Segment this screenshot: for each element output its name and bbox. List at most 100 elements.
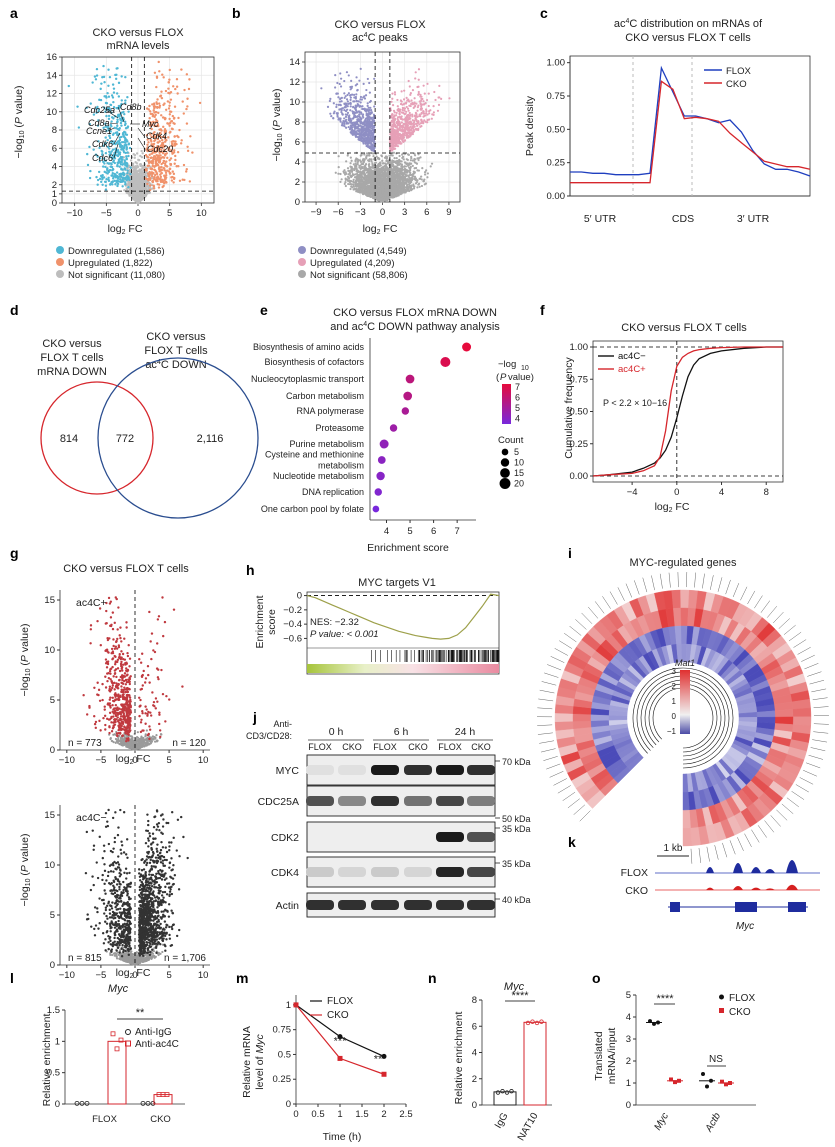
b-point-ns: [380, 169, 384, 173]
panel-label-j: j: [252, 709, 257, 725]
b-point-ns: [394, 167, 397, 170]
b-point-ns: [404, 191, 407, 194]
a-point-down: [123, 112, 126, 116]
b-point-ns: [382, 189, 385, 192]
a-point-down: [118, 178, 122, 181]
a-point-up: [176, 92, 179, 95]
a-point-down: [104, 188, 108, 191]
a-point-down: [123, 120, 127, 123]
a-point-up: [170, 127, 174, 130]
a-legend-swatch: [56, 270, 64, 278]
a-point-up: [172, 181, 175, 184]
b-point-ns: [397, 173, 400, 176]
b-point-ns: [390, 178, 393, 181]
a-point-down: [110, 120, 113, 123]
a-point-up: [173, 105, 177, 108]
a-point-up: [154, 113, 157, 117]
b-point-ns: [386, 175, 389, 178]
a-point-up: [173, 122, 176, 125]
a-point-ns: [143, 165, 146, 169]
b-point-ns: [391, 154, 394, 157]
a-point-ns: [127, 164, 131, 168]
a-point-up: [185, 168, 188, 171]
a-point-up: [185, 170, 188, 173]
b-point-ns: [407, 153, 411, 156]
b-point-ns: [364, 178, 367, 181]
b-point-ns: [367, 187, 370, 190]
a-point-down: [121, 133, 125, 136]
a-point-up: [168, 167, 172, 171]
a-point-down: [123, 123, 127, 127]
a-point-up: [162, 167, 165, 170]
a-point-down: [101, 183, 104, 186]
a-point-up: [181, 178, 184, 181]
a-point-down: [107, 179, 111, 183]
a-point-up: [164, 171, 168, 175]
b-point-ns: [410, 173, 413, 176]
b-point-ns: [361, 162, 364, 165]
a-point-up: [165, 165, 169, 168]
a-point-up: [167, 87, 170, 90]
a-point-up: [169, 163, 173, 167]
b-point-ns: [357, 183, 360, 187]
a-point-down: [108, 75, 112, 79]
a-point-down: [119, 121, 123, 125]
a-point-down: [115, 92, 119, 95]
a-gene-leader: [137, 127, 145, 137]
a-gene-label: Cdk4: [146, 131, 167, 141]
a-point-up: [145, 107, 149, 110]
a-point-down: [129, 166, 132, 169]
b-point-ns: [382, 162, 385, 165]
b-point-ns: [404, 165, 408, 168]
b-point-ns: [352, 173, 355, 177]
b-xtick-label: 3: [402, 207, 407, 218]
a-point-down: [126, 169, 129, 172]
a-point-down: [111, 172, 114, 175]
b-xtick-label: −9: [311, 207, 322, 218]
b-ytick-label: 10: [289, 97, 300, 108]
a-point-down: [111, 133, 115, 136]
b-point-ns: [347, 169, 350, 172]
a-point-down: [111, 183, 114, 186]
b-point-ns: [388, 189, 391, 192]
b-point-ns: [346, 178, 349, 181]
a-point-ns: [140, 149, 143, 153]
a-point-down: [126, 95, 129, 99]
a-point-ns: [140, 194, 143, 198]
a-point-up: [168, 78, 171, 81]
a-point-up: [153, 71, 157, 74]
a-ytick-label: 2: [52, 180, 57, 191]
b-point-ns: [369, 187, 372, 190]
a-point-up: [171, 114, 175, 118]
a-point-down: [112, 100, 115, 104]
a-point-up: [153, 169, 157, 172]
b-point-ns: [365, 154, 368, 157]
b-point-ns: [393, 156, 396, 160]
a-point-down: [122, 149, 125, 152]
panel-b: CKO versus FLOX ac4C peaks −9 −6 −3 0 3 6 9024…: [271, 19, 461, 281]
b-point-ns: [380, 185, 383, 189]
b-point-ns: [423, 173, 427, 176]
b-point-ns: [383, 169, 387, 172]
a-point-up: [148, 184, 152, 187]
a-point-up: [156, 164, 160, 167]
a-point-up: [160, 171, 163, 175]
a-point-ns: [139, 163, 143, 166]
a-point-down: [89, 169, 92, 173]
panel-label-g: g: [10, 545, 19, 561]
a-point-down: [111, 180, 114, 183]
b-point-down: [358, 113, 361, 116]
a-point-up: [188, 180, 192, 183]
b-point-ns: [395, 156, 398, 160]
a-point-down: [94, 78, 98, 81]
a-point-down: [96, 178, 100, 182]
panel-label-e: e: [260, 302, 268, 318]
a-point-down: [125, 158, 128, 161]
b-point-ns: [387, 191, 390, 195]
a-point-up: [168, 68, 171, 72]
a-point-down: [124, 181, 127, 184]
b-point-ns: [385, 177, 388, 180]
a-point-up: [177, 164, 180, 168]
a-point-down: [116, 67, 119, 70]
b-point-ns: [406, 189, 410, 192]
